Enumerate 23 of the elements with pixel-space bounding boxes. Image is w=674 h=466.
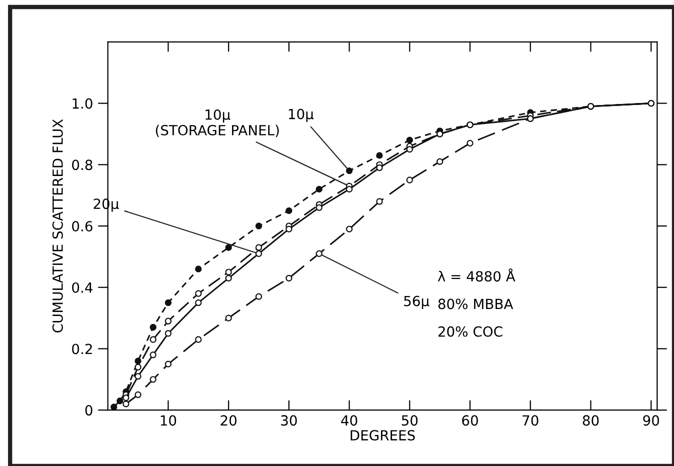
annotation: 80% MBBA: [438, 298, 514, 310]
text: 10μ: [288, 108, 314, 122]
x-tick-label: 40: [341, 415, 358, 426]
y-tick-label: 0.8: [72, 160, 92, 170]
y-tick-label: 1.0: [72, 98, 92, 109]
y-tick-label: 0: [85, 405, 92, 416]
x-tick-label: 70: [522, 415, 538, 426]
x-tick-label: 20: [220, 415, 236, 426]
annotation: λ = 4880 Å: [438, 268, 516, 282]
x-tick-label: 10: [160, 415, 176, 426]
x-tick-label: 30: [281, 415, 297, 426]
x-tick-label: 50: [402, 415, 418, 426]
y-tick-label: 0.2: [72, 344, 92, 354]
annotation: 20% COC: [438, 326, 502, 337]
x-tick-label: 90: [643, 415, 660, 426]
y-axis-title: CUMULATIVE SCATTERED FLUX: [52, 119, 63, 332]
y-tick-label: 0.4: [72, 282, 92, 293]
x-tick-label: 80: [582, 415, 599, 426]
text: 56μ: [404, 296, 430, 309]
x-tick-label: 60: [462, 415, 478, 426]
x-axis-title: DEGREES: [350, 430, 415, 441]
text: 10μ (STORAGE PANEL): [156, 109, 279, 138]
y-tick-label: 0.6: [72, 220, 92, 232]
